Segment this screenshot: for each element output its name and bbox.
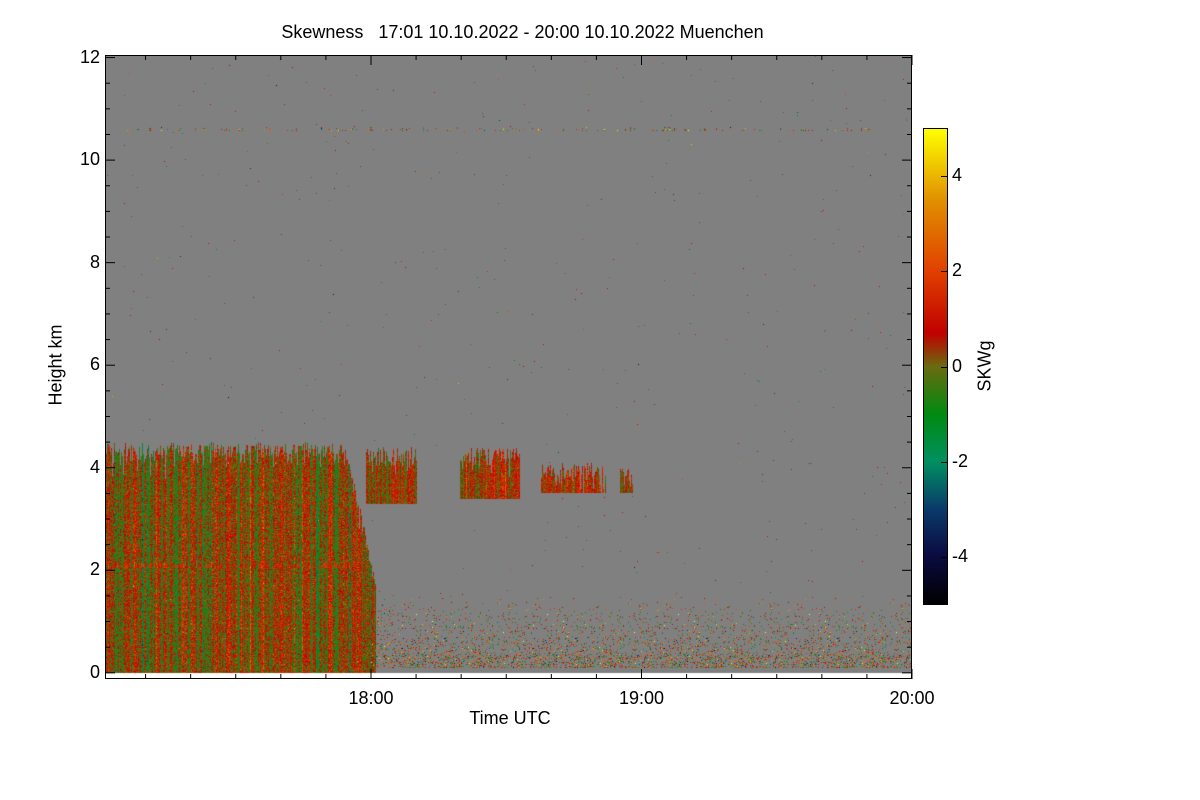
plot-area xyxy=(105,55,913,679)
colorbar-tick xyxy=(941,175,948,177)
colorbar-label: SKWg xyxy=(974,340,995,392)
x-axis-label: Time UTC xyxy=(469,708,551,728)
colorbar-tick-label: -4 xyxy=(952,546,969,567)
colorbar-tick xyxy=(941,461,948,463)
colorbar-tick xyxy=(941,366,948,368)
colorbar-tick-label: 0 xyxy=(952,355,963,376)
y-axis-label: Height km xyxy=(45,324,66,406)
y-tick-label: 8 xyxy=(89,251,100,272)
x-tick-label: 20:00 xyxy=(889,688,935,708)
y-tick-label: 2 xyxy=(89,559,100,580)
y-tick-label: 6 xyxy=(89,354,100,375)
x-tick-label: 19:00 xyxy=(618,688,664,708)
colorbar-tick xyxy=(941,557,948,559)
colorbar-tick-label: -2 xyxy=(952,450,969,471)
plot-axes xyxy=(105,55,913,679)
colorbar-tick-label: 2 xyxy=(952,260,963,281)
x-tick-label: 18:00 xyxy=(348,688,394,708)
y-tick-label: 12 xyxy=(79,46,100,67)
colorbar-tick-label: 4 xyxy=(952,164,963,185)
plot-frame xyxy=(105,55,912,679)
y-tick-label: 4 xyxy=(89,456,100,477)
colorbar-tick xyxy=(941,271,948,273)
y-tick-label: 10 xyxy=(79,149,100,170)
y-tick-label: 0 xyxy=(89,661,100,682)
chart-title: Skewness 17:01 10.10.2022 - 20:00 10.10.… xyxy=(281,22,764,42)
skewness-heatmap xyxy=(105,55,912,679)
